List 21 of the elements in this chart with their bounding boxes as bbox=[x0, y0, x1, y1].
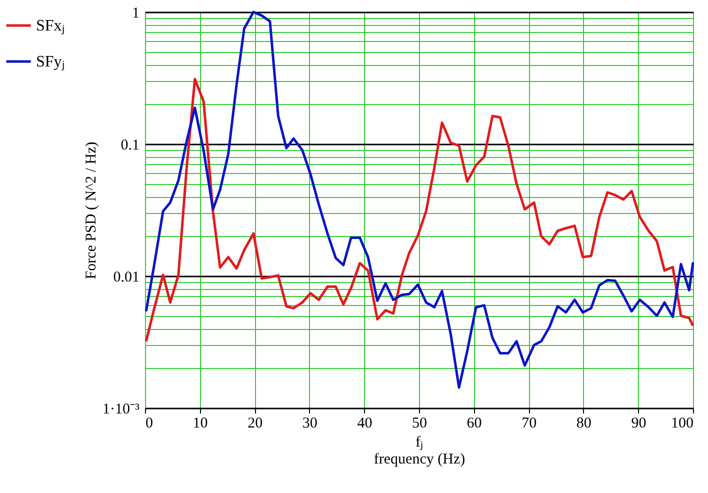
y-tick-label: 1 bbox=[132, 6, 140, 22]
legend-label: SFyⱼ bbox=[36, 54, 65, 70]
x-tick-label: 50 bbox=[412, 416, 427, 432]
line-series bbox=[144, 78, 694, 343]
y-tick-label: 1·10⁻³ bbox=[102, 402, 140, 418]
x-tick-label: 10 bbox=[192, 416, 208, 432]
x-axis-title: fⱼ frequency (Hz) bbox=[374, 434, 466, 468]
x-tick-label: 0 bbox=[146, 416, 153, 432]
x-tick-label: 60 bbox=[466, 416, 482, 432]
legend-label: SFxⱼ bbox=[36, 18, 65, 34]
x-tick-label: 30 bbox=[302, 416, 318, 432]
y-tick-label: 0.01 bbox=[113, 270, 140, 286]
x-tick-label: 20 bbox=[248, 416, 263, 432]
y-axis-title: Force PSD ( N^2 / Hz) bbox=[84, 142, 100, 280]
x-tick-label: 100 bbox=[671, 416, 694, 432]
y-tick-label: 0.1 bbox=[120, 138, 140, 154]
line-series bbox=[144, 10, 694, 389]
x-tick-label: 40 bbox=[357, 416, 372, 432]
x-tick-label: 70 bbox=[522, 416, 537, 432]
x-tick-label: 80 bbox=[576, 416, 592, 432]
x-tick-label: 90 bbox=[631, 416, 646, 432]
